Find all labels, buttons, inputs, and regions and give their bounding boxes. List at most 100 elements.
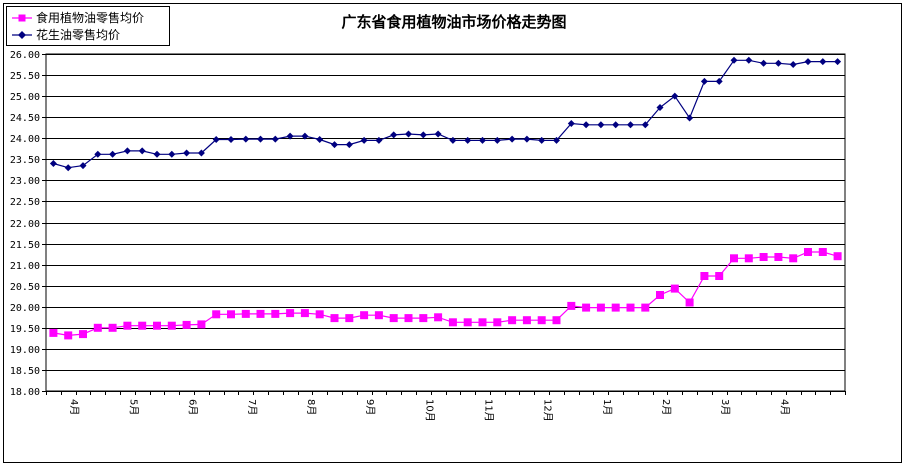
data-point-square	[493, 318, 502, 327]
data-point-diamond	[597, 121, 605, 129]
data-point-square	[537, 316, 546, 325]
data-point-diamond	[715, 77, 723, 85]
data-point-diamond	[627, 121, 634, 129]
data-point-square	[685, 298, 694, 307]
data-point-diamond	[316, 136, 324, 143]
data-point-square	[804, 248, 812, 256]
data-point-diamond	[464, 136, 472, 144]
data-point-square	[360, 311, 369, 320]
data-point-square	[833, 252, 842, 261]
data-point-diamond	[123, 147, 131, 155]
chart-title: 广东省食用植物油市场价格走势图	[341, 13, 566, 31]
y-tick-label: 26.00	[10, 50, 40, 61]
data-point-square	[582, 303, 591, 312]
data-point-diamond	[390, 131, 398, 139]
data-point-diamond	[49, 160, 57, 167]
x-tick-label: 6月	[187, 399, 199, 415]
x-tick-label: 4月	[68, 399, 80, 415]
data-point-diamond	[301, 132, 309, 140]
data-point-diamond	[212, 136, 220, 143]
legend-label-peanut-oil: 花生油零售均价	[36, 27, 120, 42]
y-tick-label: 19.00	[10, 345, 40, 356]
data-point-square	[715, 272, 724, 280]
data-point-square	[49, 328, 58, 337]
data-point-diamond	[745, 56, 753, 64]
data-point-square	[656, 291, 664, 299]
data-point-diamond	[553, 136, 560, 144]
data-point-diamond	[804, 58, 812, 66]
y-tick-label: 21.50	[10, 240, 40, 251]
data-point-diamond	[257, 135, 264, 143]
data-point-diamond	[227, 136, 235, 143]
data-point-diamond	[582, 121, 590, 129]
data-point-square	[300, 309, 309, 318]
data-point-diamond	[360, 136, 368, 144]
data-point-diamond	[656, 104, 664, 111]
data-point-square	[138, 321, 147, 330]
data-point-diamond	[79, 162, 87, 170]
data-point-square	[79, 330, 87, 339]
data-point-square	[330, 314, 339, 323]
y-tick-label: 18.00	[10, 387, 40, 398]
data-point-diamond	[434, 130, 442, 138]
data-point-diamond	[345, 141, 353, 149]
y-tick-label: 25.50	[10, 71, 40, 82]
data-point-diamond	[479, 136, 486, 144]
x-tick-label: 4月	[778, 399, 790, 415]
data-point-square	[730, 254, 738, 263]
x-tick-label: 7月	[246, 399, 258, 415]
data-point-diamond	[760, 59, 768, 67]
y-tick-label: 25.00	[10, 92, 40, 103]
data-point-square	[227, 310, 235, 319]
data-point-square	[641, 303, 650, 312]
x-tick-label: 12月	[542, 399, 554, 422]
y-tick-label: 19.50	[10, 324, 40, 335]
data-point-square	[700, 272, 709, 280]
y-tick-label: 24.00	[10, 134, 40, 145]
data-point-diamond	[538, 136, 546, 144]
legend-marker-square	[18, 14, 26, 22]
data-point-square	[759, 253, 768, 261]
data-point-square	[286, 309, 295, 318]
data-point-diamond	[567, 120, 575, 127]
data-point-diamond	[138, 147, 146, 155]
legend-marker-diamond	[18, 31, 26, 39]
data-point-square	[522, 316, 531, 325]
x-tick-label: 9月	[364, 399, 376, 415]
data-point-diamond	[375, 136, 383, 144]
data-point-square	[404, 314, 413, 323]
data-point-square	[774, 253, 783, 261]
legend: 食用植物油零售均价 花生油零售均价	[6, 6, 170, 46]
data-point-square	[448, 318, 457, 327]
data-point-diamond	[419, 131, 427, 139]
data-point-diamond	[197, 149, 205, 157]
data-point-square	[212, 310, 221, 319]
data-point-diamond	[612, 121, 620, 129]
x-tick-label: 5月	[127, 399, 139, 415]
y-tick-label: 24.50	[10, 113, 40, 124]
data-point-square	[626, 303, 635, 312]
y-tick-label: 20.00	[10, 303, 40, 314]
data-point-diamond	[64, 164, 72, 172]
data-point-square	[241, 309, 250, 318]
x-tick-label: 2月	[660, 399, 672, 415]
data-point-square	[478, 318, 487, 327]
y-tick-label: 21.00	[10, 261, 40, 272]
y-tick-label: 23.50	[10, 155, 40, 166]
data-point-diamond	[789, 61, 797, 68]
data-point-square	[419, 314, 428, 323]
data-point-diamond	[183, 149, 191, 157]
legend-label-edible-oil: 食用植物油零售均价	[36, 10, 144, 25]
data-point-diamond	[700, 77, 708, 85]
data-point-square	[108, 323, 117, 332]
data-point-square	[271, 309, 280, 318]
data-point-square	[167, 321, 176, 330]
data-point-diamond	[271, 135, 279, 143]
data-point-square	[670, 284, 679, 293]
data-point-diamond	[168, 150, 176, 158]
legend-box	[6, 6, 170, 46]
data-point-diamond	[286, 132, 294, 140]
data-point-square	[345, 314, 354, 323]
data-point-diamond	[109, 150, 117, 158]
